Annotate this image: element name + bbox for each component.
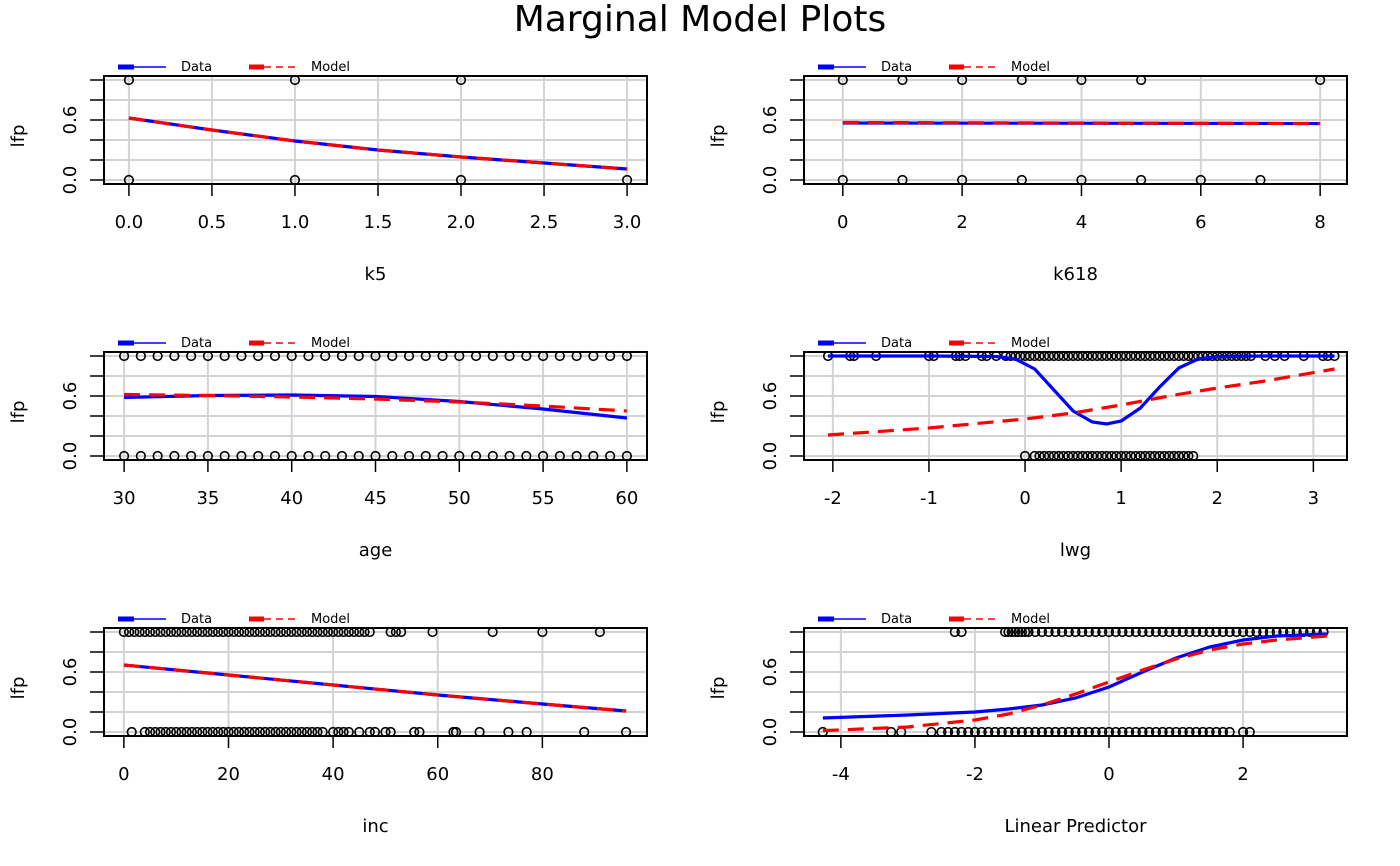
x-tick-label: 40 [280, 488, 303, 509]
legend: Data Model [818, 336, 1050, 351]
y-axis-label: lfp [708, 677, 729, 700]
x-axis-label: Linear Predictor [1004, 816, 1147, 837]
panel-k5: 0.0 0.5 1.0 1.5 2.0 2.5 3.0 0.0 0.6 k5 lfp Data Mode… [8, 60, 648, 285]
y-tick-label: 0.0 [760, 442, 781, 471]
panel-lwg: -2 -1 0 1 2 3 0.0 0.6 lwg lfp Data Model [708, 336, 1348, 561]
data-line [828, 354, 1335, 426]
x-axis-label: k618 [1053, 264, 1098, 285]
y-axis-label: lfp [708, 401, 729, 424]
model-line [822, 634, 1328, 733]
data-points [822, 350, 1340, 462]
x-tick-label: 8 [1314, 212, 1325, 233]
legend-data-label: Data [881, 336, 912, 351]
x-axis-label: lwg [1060, 540, 1091, 561]
legend-data-label: Data [881, 612, 912, 627]
x-axis-label: k5 [365, 264, 387, 285]
x-tick-label: 1.5 [364, 212, 393, 233]
model-line [124, 392, 627, 413]
y-tick-label: 0.0 [760, 718, 781, 747]
model-line [123, 663, 627, 713]
plot-box [803, 627, 1348, 737]
panel-inc: 0 20 40 60 80 0.0 0.6 inc lfp Data Model [8, 612, 648, 837]
x-tick-label: 60 [426, 764, 449, 785]
panel-age: 30 35 40 45 50 55 60 0.0 0.6 age lfp Data Model [8, 336, 648, 561]
x-tick-label: 55 [532, 488, 555, 509]
x-tick-label: 4 [1076, 212, 1087, 233]
model-line [827, 367, 1335, 437]
x-tick-label: 2 [1237, 764, 1248, 785]
plot-box [803, 351, 1348, 461]
y-tick-label: 0.6 [760, 658, 781, 687]
x-tick-label: 40 [322, 764, 345, 785]
x-tick-label: 35 [196, 488, 219, 509]
y-tick-label: 0.6 [60, 658, 81, 687]
legend-data-label: Data [181, 612, 212, 627]
legend-model-label: Model [1011, 336, 1050, 351]
y-tick-label: 0.0 [60, 718, 81, 747]
y-axis-label: lfp [8, 677, 29, 700]
x-tick-label: 3.0 [613, 212, 642, 233]
y-tick-label: 0.6 [760, 106, 781, 135]
y-tick-label: 0.6 [760, 382, 781, 411]
x-tick-label: 45 [364, 488, 387, 509]
data-line [822, 632, 1327, 720]
x-tick-label: 1.0 [281, 212, 310, 233]
panel-linear-predictor: -4 -2 0 2 0.0 0.6 Linear Predictor lfp Data Model [708, 612, 1348, 837]
x-tick-label: 3 [1308, 488, 1319, 509]
plot-box [103, 75, 648, 185]
x-tick-label: 1 [1115, 488, 1126, 509]
y-tick-label: 0.0 [60, 166, 81, 195]
x-tick-label: 0.5 [198, 212, 227, 233]
legend-model-label: Model [1011, 612, 1050, 627]
legend: Data Model [118, 336, 350, 351]
y-axis-label: lfp [8, 401, 29, 424]
x-tick-label: 80 [531, 764, 554, 785]
y-axis-label: lfp [708, 125, 729, 148]
legend-data-label: Data [181, 60, 212, 75]
y-axis-label: lfp [8, 125, 29, 148]
panel-k618: 0 2 4 6 8 0.0 0.6 k618 lfp Data Model [708, 60, 1348, 285]
legend-model-label: Model [311, 612, 350, 627]
legend-model-label: Model [311, 336, 350, 351]
plot-box [803, 75, 1348, 185]
y-tick-label: 0.0 [760, 166, 781, 195]
x-tick-label: 0 [118, 764, 129, 785]
legend-model-label: Model [311, 60, 350, 75]
x-axis-label: age [359, 540, 393, 561]
x-tick-label: 2.0 [447, 212, 476, 233]
x-tick-label: 50 [448, 488, 471, 509]
x-axis-label: inc [362, 816, 388, 837]
x-tick-label: 6 [1195, 212, 1206, 233]
legend: Data Model [818, 612, 1050, 627]
chart-title: Marginal Model Plots [513, 0, 887, 40]
x-tick-label: 2.5 [530, 212, 559, 233]
x-tick-label: -2 [966, 764, 984, 785]
x-tick-label: 2 [956, 212, 967, 233]
x-tick-label: 20 [217, 764, 240, 785]
x-tick-label: 30 [113, 488, 136, 509]
legend: Data Model [818, 60, 1050, 75]
x-tick-label: 0 [1103, 764, 1114, 785]
x-tick-label: 0.0 [115, 212, 144, 233]
model-line [842, 120, 1321, 126]
legend: Data Model [118, 60, 350, 75]
y-tick-label: 0.6 [60, 382, 81, 411]
plot-box [103, 627, 648, 737]
legend-data-label: Data [181, 336, 212, 351]
y-tick-label: 0.0 [60, 442, 81, 471]
model-line [128, 116, 628, 171]
legend-model-label: Model [1011, 60, 1050, 75]
x-tick-label: 0 [837, 212, 848, 233]
data-points [118, 626, 632, 738]
x-tick-label: 0 [1019, 488, 1030, 509]
legend: Data Model [118, 612, 350, 627]
y-tick-label: 0.6 [60, 106, 81, 135]
x-tick-label: 2 [1212, 488, 1223, 509]
legend-data-label: Data [881, 60, 912, 75]
x-tick-label: 60 [615, 488, 638, 509]
x-tick-label: -1 [920, 488, 938, 509]
x-tick-label: -4 [832, 764, 850, 785]
x-tick-label: -2 [824, 488, 842, 509]
